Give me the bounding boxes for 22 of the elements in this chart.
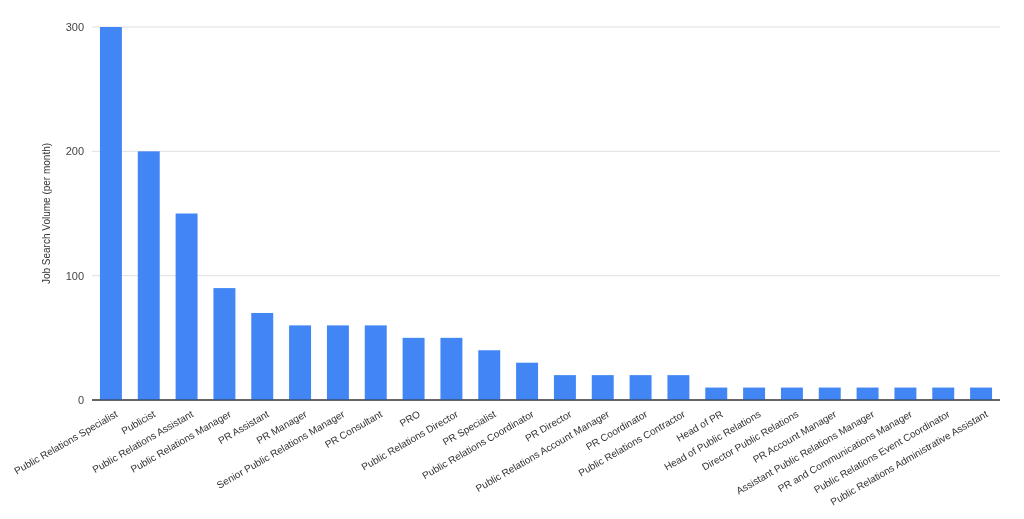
bar xyxy=(326,325,349,400)
bar xyxy=(137,151,160,400)
y-tick-label: 100 xyxy=(65,269,84,282)
bar xyxy=(364,325,387,400)
y-tick-label: 200 xyxy=(65,145,84,158)
y-axis-title: Job Search Volume (per month) xyxy=(41,142,52,285)
y-tick-label: 300 xyxy=(65,20,84,33)
bar xyxy=(553,375,576,400)
bar xyxy=(251,312,274,400)
x-tick-label: PRO xyxy=(397,408,423,429)
bar xyxy=(213,288,236,400)
bar xyxy=(402,337,425,400)
bar xyxy=(629,375,652,400)
bar xyxy=(478,350,501,400)
bar xyxy=(440,337,463,400)
bar xyxy=(591,375,614,400)
bar xyxy=(99,27,122,400)
bar xyxy=(667,375,690,400)
y-tick-label: 0 xyxy=(77,393,84,406)
bar xyxy=(516,362,539,400)
bar xyxy=(175,213,198,400)
bar xyxy=(289,325,312,400)
